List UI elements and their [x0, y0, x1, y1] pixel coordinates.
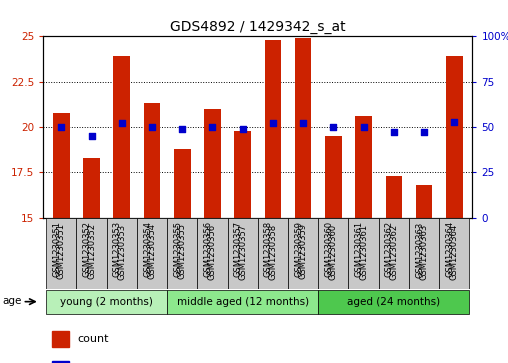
Bar [113, 56, 130, 218]
Point [450, 119, 458, 125]
Text: aged (24 months): aged (24 months) [347, 297, 440, 307]
Text: GSM1230356: GSM1230356 [204, 221, 212, 277]
Bar [144, 103, 161, 218]
Title: GDS4892 / 1429342_s_at: GDS4892 / 1429342_s_at [170, 20, 345, 34]
Bar [295, 38, 311, 218]
Text: GSM1230362: GSM1230362 [389, 224, 398, 280]
Text: GSM1230357: GSM1230357 [234, 221, 243, 277]
Point [239, 126, 247, 132]
Text: GSM1230361: GSM1230361 [359, 224, 368, 280]
Bar [204, 109, 221, 218]
Point [420, 130, 428, 135]
Bar [83, 158, 100, 218]
Text: GSM1230364: GSM1230364 [446, 221, 454, 277]
FancyBboxPatch shape [167, 218, 197, 289]
Bar [446, 56, 463, 218]
FancyBboxPatch shape [46, 218, 76, 289]
Text: GSM1230358: GSM1230358 [264, 221, 273, 277]
Text: GSM1230363: GSM1230363 [415, 221, 424, 278]
Text: GSM1230353: GSM1230353 [113, 221, 122, 277]
Text: GSM1230363: GSM1230363 [420, 224, 429, 280]
Text: GSM1230352: GSM1230352 [82, 221, 91, 277]
Bar [234, 131, 251, 218]
Text: GSM1230364: GSM1230364 [450, 224, 459, 280]
Text: GSM1230357: GSM1230357 [238, 224, 247, 280]
Text: GSM1230360: GSM1230360 [325, 221, 333, 277]
Bar [416, 185, 432, 218]
Bar [52, 331, 69, 347]
FancyBboxPatch shape [258, 218, 288, 289]
Text: GSM1230354: GSM1230354 [143, 221, 152, 277]
FancyBboxPatch shape [439, 218, 469, 289]
Point [87, 133, 96, 139]
FancyBboxPatch shape [319, 290, 469, 314]
Text: GSM1230362: GSM1230362 [385, 221, 394, 277]
Point [148, 124, 156, 130]
FancyBboxPatch shape [228, 218, 258, 289]
Point [57, 124, 66, 130]
Point [208, 124, 216, 130]
Bar [265, 40, 281, 218]
Bar [53, 113, 70, 218]
FancyBboxPatch shape [107, 218, 137, 289]
Text: GSM1230353: GSM1230353 [117, 224, 126, 280]
Text: middle aged (12 months): middle aged (12 months) [177, 297, 309, 307]
Point [178, 126, 186, 132]
Text: GSM1230354: GSM1230354 [147, 224, 156, 280]
Point [118, 121, 126, 126]
Text: GSM1230361: GSM1230361 [355, 221, 364, 277]
Point [360, 124, 368, 130]
Text: GSM1230351: GSM1230351 [57, 224, 66, 280]
FancyBboxPatch shape [319, 218, 348, 289]
Bar [325, 136, 342, 218]
Text: age: age [2, 296, 21, 306]
Bar [52, 360, 69, 363]
Bar [386, 176, 402, 218]
Text: GSM1230358: GSM1230358 [268, 224, 277, 280]
Point [299, 121, 307, 126]
Point [269, 121, 277, 126]
Text: GSM1230351: GSM1230351 [52, 221, 61, 277]
FancyBboxPatch shape [197, 218, 228, 289]
FancyBboxPatch shape [46, 290, 167, 314]
Text: GSM1230356: GSM1230356 [208, 224, 217, 280]
FancyBboxPatch shape [76, 218, 107, 289]
Text: GSM1230355: GSM1230355 [173, 221, 182, 277]
Text: young (2 months): young (2 months) [60, 297, 153, 307]
Bar [174, 149, 190, 218]
Point [329, 124, 337, 130]
Bar [355, 116, 372, 218]
FancyBboxPatch shape [167, 290, 319, 314]
FancyBboxPatch shape [409, 218, 439, 289]
Text: GSM1230359: GSM1230359 [294, 221, 303, 277]
Text: count: count [78, 334, 109, 344]
FancyBboxPatch shape [137, 218, 167, 289]
Text: GSM1230360: GSM1230360 [329, 224, 338, 280]
FancyBboxPatch shape [288, 218, 319, 289]
Text: GSM1230359: GSM1230359 [299, 224, 308, 280]
FancyBboxPatch shape [379, 218, 409, 289]
Text: GSM1230355: GSM1230355 [178, 224, 187, 280]
Text: GSM1230352: GSM1230352 [87, 224, 96, 280]
FancyBboxPatch shape [348, 218, 379, 289]
Point [390, 130, 398, 135]
